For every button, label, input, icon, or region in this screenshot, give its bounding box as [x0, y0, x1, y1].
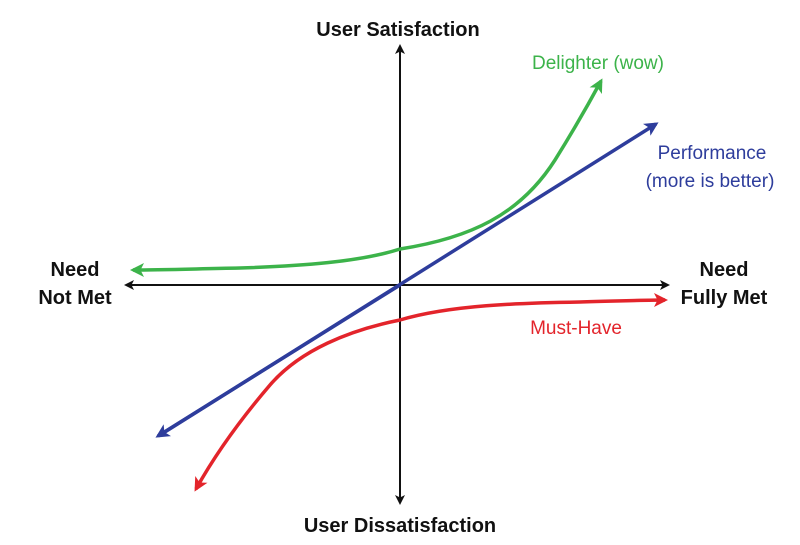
must-have-label: Must-Have: [530, 318, 622, 339]
delighter-curve: [399, 78, 603, 251]
performance-label-line2: (more is better): [646, 171, 775, 192]
left-axis-label-line1: Need: [51, 259, 100, 281]
delighter-curve-left: [130, 247, 401, 277]
bottom-axis-label: User Dissatisfaction: [304, 515, 496, 537]
performance-label-line1: Performance: [658, 143, 767, 164]
right-axis-label-line1: Need: [700, 259, 749, 281]
performance-curve-tail: [155, 283, 401, 438]
must-have-curve: [399, 293, 668, 322]
must-have-curve-left: [194, 318, 401, 492]
delighter-label: Delighter (wow): [532, 53, 664, 74]
right-axis-label-line2: Fully Met: [681, 287, 768, 309]
top-axis-label: User Satisfaction: [316, 19, 479, 41]
left-axis-label-line2: Not Met: [38, 287, 112, 309]
